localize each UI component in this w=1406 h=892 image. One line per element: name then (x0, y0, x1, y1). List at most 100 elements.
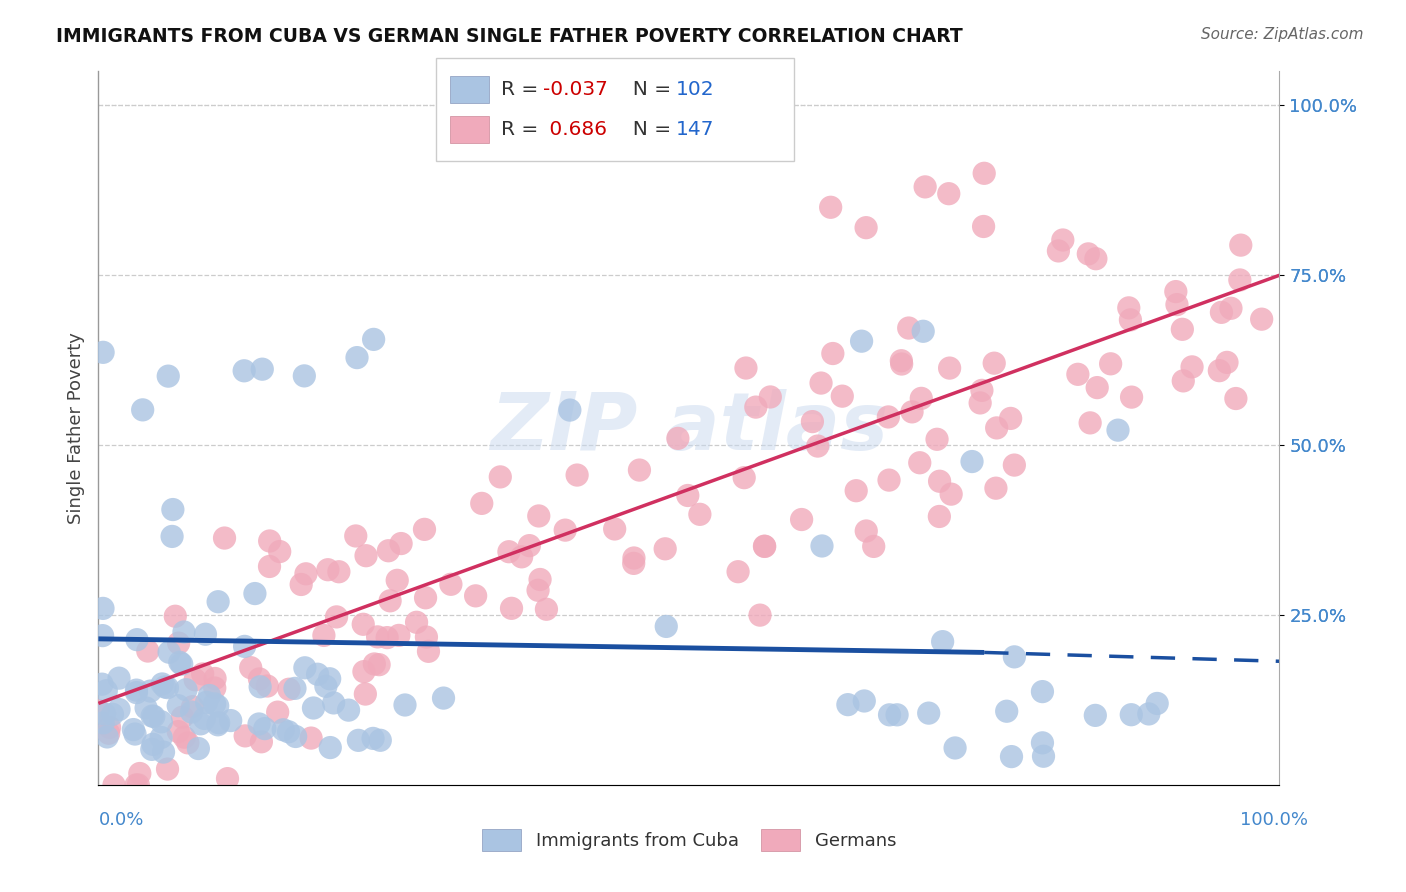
Point (1099, 357, 1122, 371)
Point (510, 549, 533, 564)
Point (101, 707, 124, 722)
Point (1052, 233, 1074, 247)
Point (727, 565, 749, 579)
Text: ZIP atlas: ZIP atlas (489, 389, 889, 467)
Text: 0.686: 0.686 (543, 120, 607, 139)
Point (322, 696, 344, 710)
Point (378, 594, 401, 608)
Point (464, 589, 486, 603)
Point (432, 691, 454, 706)
Point (983, 356, 1005, 370)
Point (249, 672, 271, 686)
Point (204, 697, 226, 711)
Point (603, 522, 626, 536)
Point (318, 672, 340, 686)
Point (302, 701, 325, 715)
Point (294, 661, 316, 675)
Point (91, 715, 114, 730)
Point (1031, 736, 1053, 750)
Point (252, 362, 274, 376)
Point (853, 694, 876, 708)
Point (1078, 416, 1101, 430)
Point (931, 634, 953, 648)
Point (377, 543, 399, 558)
Point (217, 772, 239, 786)
Point (290, 577, 312, 591)
Point (1077, 247, 1099, 261)
Point (389, 536, 412, 550)
Point (1166, 297, 1188, 311)
Point (810, 376, 832, 390)
Point (960, 454, 983, 468)
Point (122, 723, 145, 737)
Point (108, 702, 131, 716)
Point (150, 731, 173, 745)
Point (165, 609, 187, 624)
Point (125, 683, 148, 698)
Point (689, 508, 711, 522)
Point (87, 704, 110, 718)
Point (388, 628, 411, 642)
Point (1229, 273, 1251, 287)
Point (173, 730, 195, 744)
Point (1211, 305, 1233, 319)
Point (527, 583, 550, 598)
Point (886, 707, 908, 722)
Text: -0.037: -0.037 (543, 79, 607, 99)
Point (363, 332, 385, 346)
Point (939, 487, 962, 501)
Point (124, 727, 146, 741)
Point (91, 629, 114, 643)
Point (139, 684, 162, 698)
Point (142, 737, 165, 751)
Point (295, 566, 318, 581)
Point (204, 681, 226, 695)
Point (1000, 411, 1022, 425)
Point (527, 508, 550, 523)
Text: 102: 102 (676, 79, 714, 99)
Point (1107, 423, 1129, 437)
Point (141, 709, 163, 723)
Point (1084, 252, 1107, 266)
Point (96, 730, 118, 744)
Point (170, 657, 193, 672)
Point (103, 778, 125, 792)
Point (167, 698, 190, 713)
Point (96, 683, 118, 698)
Point (368, 657, 391, 672)
Point (172, 710, 194, 724)
Point (319, 740, 342, 755)
Point (250, 735, 273, 749)
Point (938, 186, 960, 201)
Point (801, 415, 824, 429)
Point (1121, 707, 1143, 722)
Point (167, 636, 190, 650)
Point (501, 601, 523, 615)
Point (914, 180, 936, 194)
Point (181, 699, 204, 714)
Point (1137, 706, 1160, 721)
Point (519, 539, 541, 553)
Point (259, 533, 281, 548)
Point (187, 741, 209, 756)
Point (471, 496, 494, 510)
Point (208, 715, 231, 730)
Point (177, 736, 200, 750)
Point (233, 640, 256, 654)
Point (249, 680, 271, 694)
Point (190, 716, 212, 731)
Point (233, 364, 256, 378)
Point (352, 617, 374, 632)
Point (536, 602, 558, 616)
Point (973, 166, 995, 180)
Point (489, 470, 512, 484)
Point (995, 704, 1018, 718)
Text: R =: R = (501, 120, 544, 139)
Point (153, 680, 176, 694)
Point (855, 220, 877, 235)
Point (173, 625, 195, 640)
Point (973, 219, 995, 234)
Point (986, 421, 1008, 435)
Point (1146, 697, 1168, 711)
Point (180, 705, 202, 719)
